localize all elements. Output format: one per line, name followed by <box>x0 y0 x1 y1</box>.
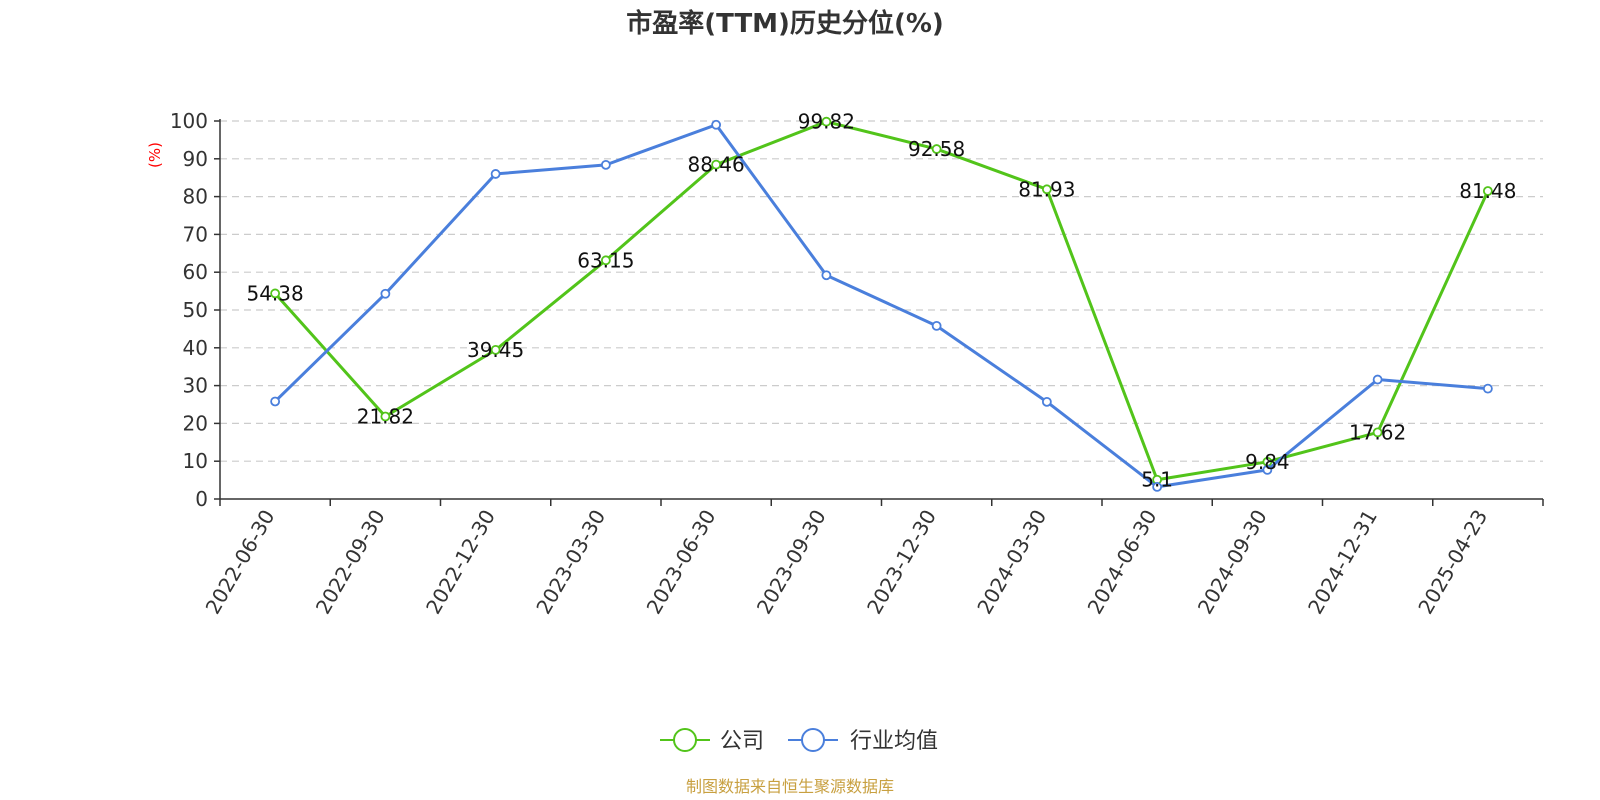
legend: 公司 行业均值 <box>660 728 938 754</box>
x-tick-label: 2025-04-23 <box>1413 506 1492 619</box>
data-point-1[interactable] <box>600 159 611 170</box>
data-label: 81.48 <box>1459 179 1516 203</box>
y-tick-label: 100 <box>170 109 208 133</box>
legend-item-company[interactable]: 公司 <box>660 728 764 754</box>
legend-item-industry-average[interactable]: 行业均值 <box>788 728 938 754</box>
data-point-0[interactable] <box>821 116 832 127</box>
x-tick-label: 2023-06-30 <box>642 506 721 619</box>
data-point-0[interactable] <box>931 144 942 154</box>
data-point-0[interactable] <box>600 255 611 266</box>
legend-company-label: 公司 <box>720 729 764 754</box>
data-point-1[interactable] <box>821 270 832 281</box>
data-point-1[interactable] <box>1152 482 1163 492</box>
legend-industry-label: 行业均值 <box>850 729 938 754</box>
x-tick-label: 2024-09-30 <box>1193 506 1272 619</box>
y-tick-label: 10 <box>183 449 208 473</box>
data-point-1[interactable] <box>1372 374 1383 385</box>
data-label: 81.93 <box>1018 177 1075 201</box>
data-point-1[interactable] <box>1262 464 1273 475</box>
series-line-1 <box>274 123 1488 489</box>
y-tick-label: 30 <box>183 374 208 398</box>
axes: 0 10 20 30 40 50 60 70 80 90 100 2022-06-30 2022-09-… <box>170 109 1544 619</box>
y-tick-label: 0 <box>195 487 208 511</box>
y-tick-label: 20 <box>183 411 208 435</box>
x-tick-label: 2022-09-30 <box>311 506 390 619</box>
data-point-0[interactable] <box>270 288 281 299</box>
legend-company-marker <box>673 728 697 752</box>
data-point-0[interactable] <box>380 411 391 422</box>
data-point-0[interactable] <box>490 344 501 355</box>
y-tick-label: 80 <box>183 185 208 209</box>
data-label: 88.46 <box>687 153 744 177</box>
data-point-0[interactable] <box>711 159 722 170</box>
data-label: 99.82 <box>798 110 855 134</box>
x-tick-label: 2024-06-30 <box>1083 506 1162 619</box>
data-point-0[interactable] <box>1041 184 1052 195</box>
x-tick-label: 2023-03-30 <box>531 506 610 619</box>
x-tick-label: 2023-12-30 <box>862 506 941 619</box>
chart-title: 市盈率(TTM)历史分位(%) <box>626 8 944 39</box>
y-axis-label: (%) <box>146 142 164 168</box>
series-lines <box>270 116 1493 492</box>
source-note: 制图数据来自恒生聚源数据库 <box>686 777 894 796</box>
data-point-0[interactable] <box>1482 186 1493 196</box>
data-label: 9.84 <box>1245 450 1290 474</box>
legend-industry-marker <box>801 728 825 752</box>
data-label: 63.15 <box>577 248 634 272</box>
data-label: 17.62 <box>1349 420 1406 444</box>
x-tick-label: 2024-03-30 <box>972 506 1051 619</box>
data-label: 39.45 <box>467 338 524 362</box>
x-tick-label: 2024-12-31 <box>1303 506 1382 619</box>
x-tick-label: 2022-12-30 <box>421 506 500 619</box>
series-line-0 <box>274 120 1490 482</box>
data-label: 21.82 <box>357 405 414 429</box>
y-tick-label: 70 <box>183 222 208 246</box>
y-tick-label: 60 <box>183 260 208 284</box>
data-point-0[interactable] <box>1372 427 1383 438</box>
y-tick-label: 40 <box>183 336 208 360</box>
data-label: 54.38 <box>246 281 303 305</box>
data-label: 92.58 <box>908 137 965 161</box>
data-point-1[interactable] <box>1041 396 1052 407</box>
y-tick-label: 50 <box>183 298 208 322</box>
x-tick-label: 2022-06-30 <box>201 506 280 619</box>
data-point-1[interactable] <box>380 288 391 299</box>
data-point-1[interactable] <box>711 119 722 130</box>
data-point-1[interactable] <box>270 396 281 407</box>
data-point-1[interactable] <box>931 320 942 331</box>
data-labels: 54.38 21.82 39.45 63.15 88.46 99.82 92.58 81.93… <box>246 110 1516 492</box>
x-tick-label: 2023-09-30 <box>752 506 831 619</box>
data-label: 5.1 <box>1141 468 1173 492</box>
data-point-1[interactable] <box>1482 383 1493 394</box>
data-point-1[interactable] <box>490 169 501 179</box>
grid-lines <box>220 120 1543 462</box>
y-tick-label: 90 <box>183 147 208 171</box>
